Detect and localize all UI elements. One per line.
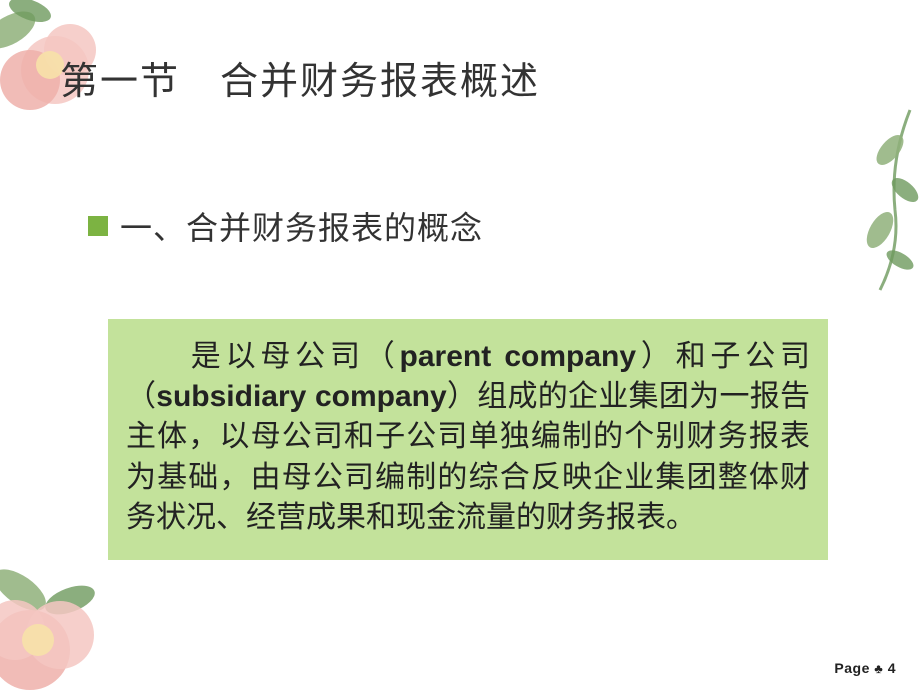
square-bullet-icon — [88, 216, 108, 236]
subhead-row: 一、合并财务报表的概念 — [88, 203, 860, 249]
section-title: 第一节 合并财务报表概述 — [60, 50, 860, 105]
subhead-text: 一、合并财务报表的概念 — [120, 203, 483, 249]
club-icon: ♣ — [874, 661, 883, 676]
parent-company-en: parent company — [400, 340, 637, 373]
body-prefix: 是以母公司（ — [186, 340, 400, 373]
slide-container: 第一节 合并财务报表概述 一、合并财务报表的概念 是以母公司（parent co… — [0, 0, 920, 690]
page-number: Page ♣ 4 — [834, 660, 896, 676]
subsidiary-company-en: subsidiary company — [156, 380, 446, 413]
page-label: Page — [834, 660, 869, 676]
definition-box: 是以母公司（parent company）和子公司（subsidiary com… — [108, 319, 828, 560]
definition-text: 是以母公司（parent company）和子公司（subsidiary com… — [126, 337, 810, 538]
page-number-value: 4 — [888, 660, 896, 676]
